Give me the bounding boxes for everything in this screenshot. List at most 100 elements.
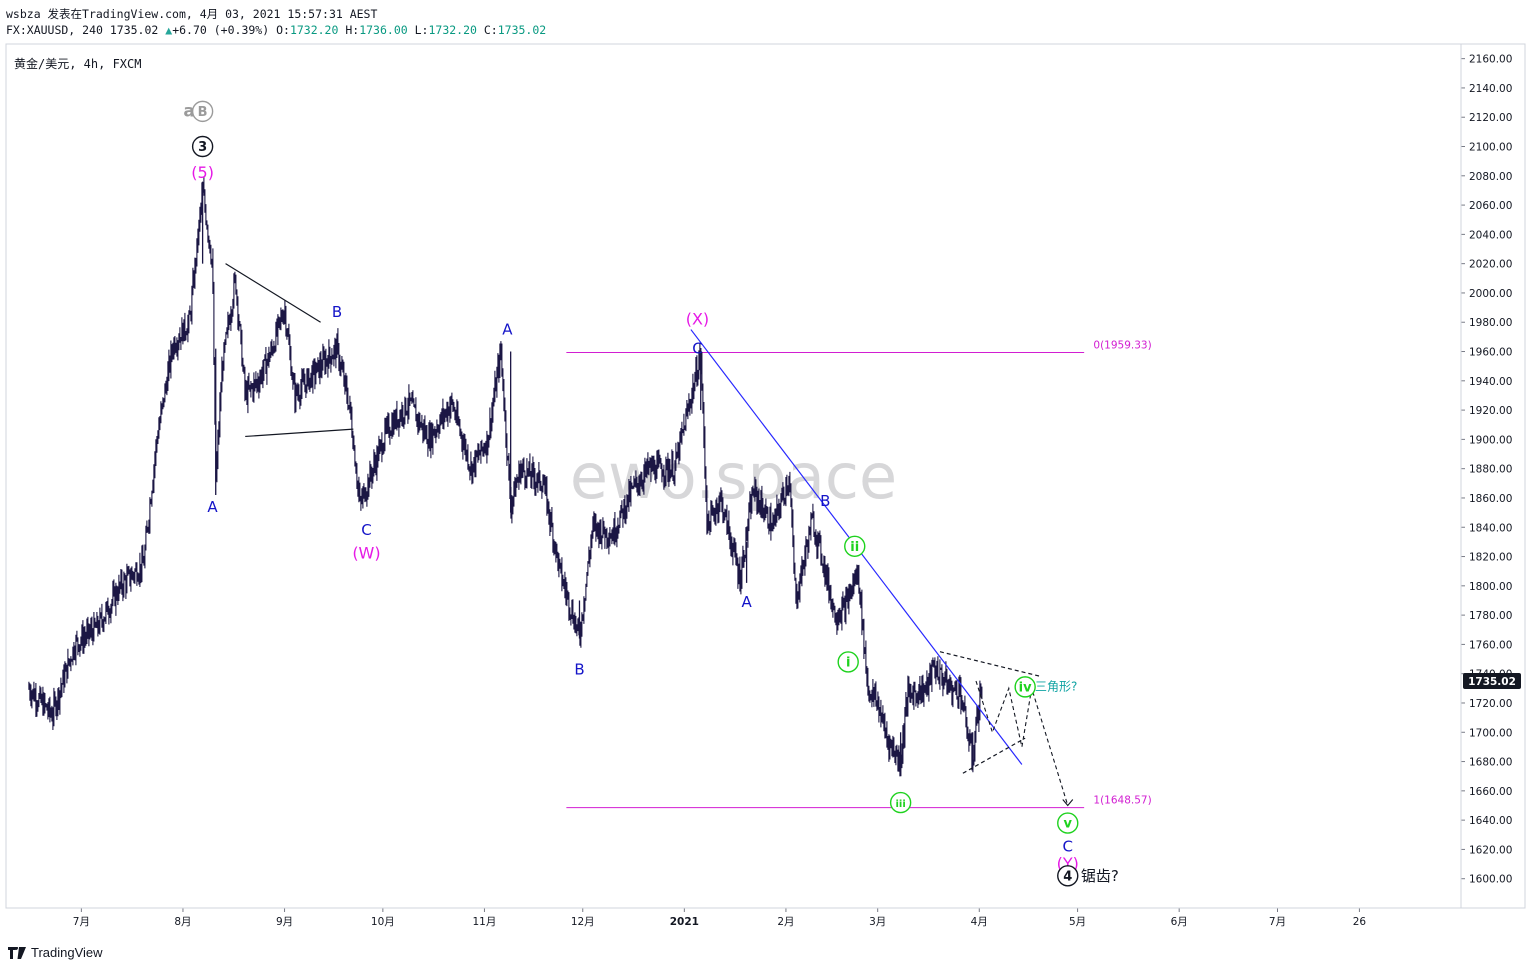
- ohlc-legend: FX:XAUUSD, 240 1735.02 ▲+6.70 (+0.39%) O…: [6, 23, 546, 37]
- up-arrow-icon: ▲: [165, 23, 173, 37]
- wave-label-10: (X): [686, 309, 709, 328]
- publish-info: wsbza 发表在TradingView.com, 4月 03, 2021 15…: [6, 7, 378, 21]
- y-tick-label-11: 1940.00: [1469, 376, 1512, 388]
- wave-labels: altB3(5)ABC(W)AB(X)CABiiiiiiiv三角形?vC(Y)4…: [183, 100, 1119, 887]
- wave-label-3: (5): [191, 163, 214, 182]
- y-tick-label-16: 1840.00: [1469, 522, 1512, 534]
- wave-label-7: (W): [352, 544, 380, 563]
- wave-label-13: B: [820, 492, 830, 510]
- wave-label-17-text: iv: [1019, 680, 1032, 695]
- y-tick-label-25: 1660.00: [1469, 786, 1512, 798]
- wave-label-17: iv: [1014, 676, 1036, 698]
- wave-label-4: A: [207, 498, 218, 516]
- y-tick-label-14: 1880.00: [1469, 464, 1512, 476]
- candles: [28, 177, 983, 777]
- y-tick-label-18: 1800.00: [1469, 581, 1512, 593]
- trend-line-tri-lower-2020: [245, 428, 354, 438]
- y-tick-label-27: 1620.00: [1469, 844, 1512, 856]
- wave-label-5: B: [332, 303, 342, 321]
- wave-label-14: ii: [844, 535, 866, 557]
- wave-label-22-text: 4: [1063, 869, 1072, 884]
- x-tick-label-8: 3月: [869, 916, 886, 928]
- high-value: 1736.00: [359, 23, 408, 37]
- x-tick-label-4: 11月: [473, 916, 497, 928]
- y-tick-label-24: 1680.00: [1469, 757, 1512, 769]
- low-label: L:: [414, 23, 429, 37]
- y-tick-label-8: 2000.00: [1469, 288, 1512, 300]
- wave-label-15: i: [837, 651, 859, 673]
- x-tick-label-12: 7月: [1269, 916, 1286, 928]
- close-value: 1735.02: [497, 23, 547, 37]
- y-tick-label-22: 1720.00: [1469, 698, 1512, 710]
- wave-label-17-ring: [1014, 676, 1036, 698]
- fib-label-0: 0(1959.33): [1093, 340, 1151, 352]
- high-label: H:: [345, 23, 360, 37]
- current-price-tag: [1463, 672, 1521, 689]
- open-value: 1732.20: [289, 23, 339, 37]
- y-tick-label-3: 2100.00: [1469, 142, 1512, 154]
- wave-label-8: A: [502, 321, 513, 339]
- brand-name[interactable]: TradingView: [31, 945, 103, 960]
- y-tick-label-5: 2060.00: [1469, 200, 1512, 212]
- x-tick-label-0: 7月: [73, 916, 90, 928]
- wave-label-1-text: B: [198, 105, 208, 120]
- y-tick-label-2: 2120.00: [1469, 112, 1512, 124]
- wave-label-23: 锯齿?: [1081, 867, 1119, 885]
- wave-label-16: iii: [889, 791, 912, 814]
- y-tick-label-12: 1920.00: [1469, 405, 1512, 417]
- x-tick-label-5: 12月: [571, 916, 595, 928]
- wave-label-19-text: v: [1064, 817, 1073, 832]
- y-tick-label-26: 1640.00: [1469, 815, 1512, 827]
- x-tick-label-13: 26: [1353, 916, 1367, 928]
- time-axis[interactable]: 7月 8月 9月 10月 11月 12月 2021 2月 3月 4月 5月 6月 7月 26: [73, 908, 1367, 928]
- x-tick-label-6: 2021: [670, 916, 699, 928]
- wave-label-12: A: [741, 593, 752, 611]
- wave-label-18: 三角形?: [1035, 679, 1077, 693]
- wave-label-15-ring: [837, 651, 859, 673]
- y-tick-label-20: 1760.00: [1469, 639, 1512, 651]
- open-label: O:: [276, 23, 290, 37]
- price-series: [28, 177, 983, 777]
- wave-label-20: C: [1063, 837, 1073, 855]
- projected-path: [975, 680, 1069, 806]
- footer[interactable]: TradingView: [8, 945, 103, 960]
- arrow-head-icon: [1062, 799, 1074, 807]
- y-tick-label-19: 1780.00: [1469, 610, 1512, 622]
- low-value: 1732.20: [428, 23, 477, 37]
- y-tick-label-13: 1900.00: [1469, 434, 1512, 446]
- wave-label-15-text: i: [846, 655, 850, 670]
- y-tick-label-28: 1600.00: [1469, 874, 1512, 886]
- wave-label-2-ring: [191, 135, 214, 158]
- y-tick-label-17: 1820.00: [1469, 552, 1512, 564]
- close-label: C:: [483, 23, 498, 37]
- wave-label-14-ring: [844, 535, 866, 557]
- wave-label-1: B: [191, 100, 214, 123]
- wave-label-16-ring: [889, 791, 912, 814]
- x-tick-label-1: 8月: [174, 916, 191, 928]
- y-tick-label-9: 1980.00: [1469, 317, 1512, 329]
- y-tick-label-4: 2080.00: [1469, 171, 1512, 183]
- x-tick-label-9: 4月: [971, 916, 988, 928]
- trend-line-tri-upper-2020: [225, 263, 321, 323]
- symbol-info: FX:XAUUSD, 240: [6, 23, 110, 37]
- wave-label-2: 3: [191, 135, 214, 158]
- x-tick-label-2: 9月: [276, 916, 293, 928]
- trend-line-projection-upper: [939, 651, 1042, 678]
- wave-label-22-ring: [1057, 865, 1079, 887]
- fib-label-1: 1(1648.57): [1093, 795, 1151, 807]
- x-tick-label-3: 10月: [371, 916, 395, 928]
- wave-label-9: B: [574, 660, 584, 678]
- wave-label-2-text: 3: [198, 140, 207, 155]
- price-axis[interactable]: 2160.00 2140.00 2120.00 2100.00 2080.00 2060.…: [1461, 54, 1521, 886]
- last-price: 1735.02: [109, 23, 159, 37]
- fib-levels: 0(1959.33) 1(1648.57): [566, 340, 1152, 809]
- tradingview-logo-icon: [8, 946, 26, 959]
- y-tick-label-7: 2020.00: [1469, 259, 1512, 271]
- trend-line-projection-lower: [962, 737, 1026, 774]
- pane-title: 黄金/美元, 4h, FXCM: [14, 57, 142, 71]
- x-tick-label-10: 5月: [1069, 916, 1086, 928]
- y-tick-label-15: 1860.00: [1469, 493, 1512, 505]
- wave-label-16-text: iii: [895, 799, 905, 810]
- wave-label-6: C: [361, 521, 371, 539]
